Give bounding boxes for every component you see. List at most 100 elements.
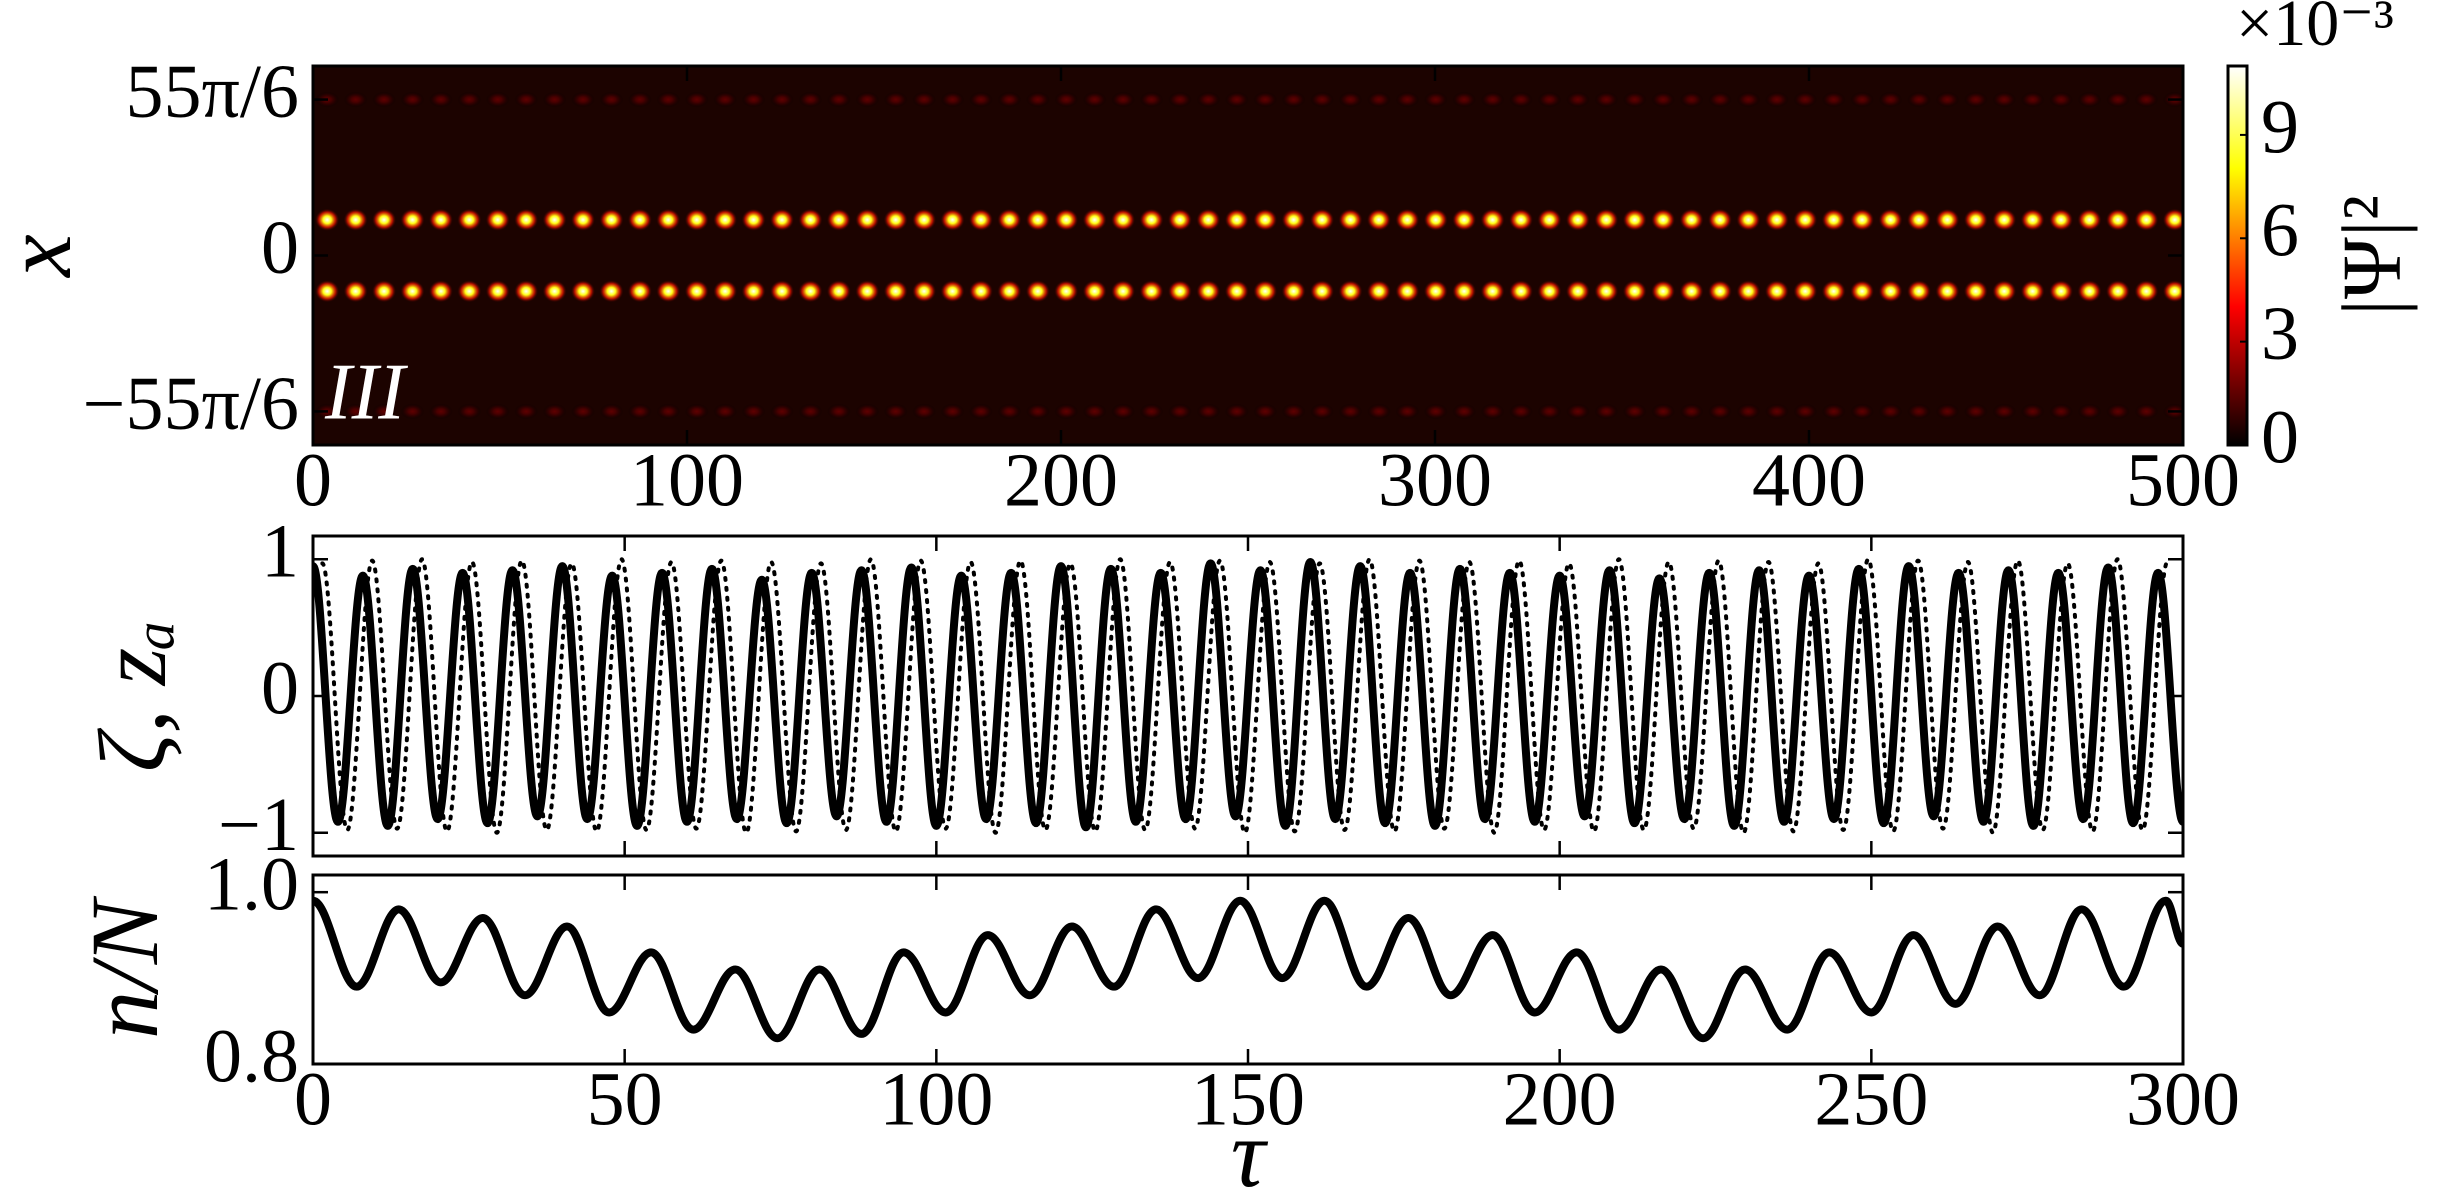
intensity-blob (798, 91, 823, 108)
intensity-blob (1679, 403, 1704, 420)
intensity-blob (741, 91, 766, 108)
intensity-blob (1082, 208, 1107, 231)
intensity-blob (1111, 208, 1136, 231)
intensity-blob (713, 91, 738, 108)
intensity-blob (599, 208, 624, 231)
y-tick-label: 1 (261, 510, 299, 594)
intensity-blob (542, 403, 567, 420)
intensity-blob (1963, 91, 1988, 108)
intensity-blob (485, 208, 510, 231)
intensity-blob (1878, 91, 1903, 108)
intensity-blob (798, 403, 823, 420)
axes-frame (311, 64, 2185, 447)
intensity-blob (599, 403, 624, 420)
intensity-blob (1906, 280, 1931, 303)
y-tick-label: −55π/6 (83, 362, 299, 446)
intensity-blob (1366, 403, 1391, 420)
intensity-blob (514, 208, 539, 231)
intensity-blob (1622, 91, 1647, 108)
x-tick-label: 50 (587, 1057, 663, 1141)
intensity-blob (542, 280, 567, 303)
intensity-blob (457, 91, 482, 108)
intensity-blob (1224, 280, 1249, 303)
intensity-blob (684, 403, 709, 420)
colorbar-label: |Ψ|² (2325, 195, 2418, 316)
y-tick-label: 0 (261, 206, 299, 290)
intensity-blob (1480, 280, 1505, 303)
intensity-blob (1537, 403, 1562, 420)
intensity-blob (315, 280, 340, 303)
intensity-blob (1025, 91, 1050, 108)
intensity-blob (1935, 208, 1960, 231)
intensity-blob (883, 208, 908, 231)
intensity-blob (400, 208, 425, 231)
intensity-blob (428, 403, 453, 420)
intensity-blob (1850, 91, 1875, 108)
intensity-blob (1707, 208, 1732, 231)
intensity-blob (571, 280, 596, 303)
intensity-blob (1906, 403, 1931, 420)
intensity-blob (2020, 208, 2045, 231)
intensity-blob (627, 280, 652, 303)
intensity-blob (1253, 208, 1278, 231)
intensity-blob (1764, 91, 1789, 108)
intensity-blob (1736, 403, 1761, 420)
intensity-blob (343, 208, 368, 231)
x-tick-label: 500 (2126, 438, 2240, 522)
intensity-blob (1992, 91, 2017, 108)
intensity-blob (627, 91, 652, 108)
intensity-blob (684, 208, 709, 231)
intensity-blob (428, 280, 453, 303)
intensity-blob (1423, 403, 1448, 420)
intensity-blob (1736, 91, 1761, 108)
intensity-blob (1338, 208, 1363, 231)
intensity-blob (1537, 208, 1562, 231)
intensity-blob (1850, 208, 1875, 231)
intensity-blob (713, 208, 738, 231)
intensity-blob (2077, 208, 2102, 231)
x-tick-label: 0 (294, 1057, 332, 1141)
intensity-blob (315, 208, 340, 231)
y-axis-label: x (0, 234, 91, 279)
intensity-blob (826, 91, 851, 108)
axes-frame (311, 873, 2185, 1066)
intensity-blob (1167, 91, 1192, 108)
intensity-blob (2020, 403, 2045, 420)
intensity-blob (1821, 280, 1846, 303)
intensity-blob (1310, 280, 1335, 303)
intensity-blob (1338, 403, 1363, 420)
intensity-blob (428, 91, 453, 108)
solid-line (313, 896, 2183, 1043)
intensity-blob (599, 91, 624, 108)
heatmap (315, 91, 2183, 420)
intensity-blob (1167, 403, 1192, 420)
intensity-blob (1480, 403, 1505, 420)
intensity-blob (2049, 280, 2074, 303)
intensity-blob (2162, 208, 2183, 231)
intensity-blob (826, 280, 851, 303)
intensity-blob (656, 208, 681, 231)
intensity-blob (1707, 91, 1732, 108)
intensity-blob (883, 280, 908, 303)
intensity-blob (1054, 208, 1079, 231)
intensity-blob (2049, 208, 2074, 231)
intensity-blob (1594, 208, 1619, 231)
intensity-blob (940, 91, 965, 108)
intensity-blob (1366, 280, 1391, 303)
intensity-blob (2105, 403, 2130, 420)
intensity-blob (713, 403, 738, 420)
x-tick-label: 300 (2126, 1057, 2240, 1141)
intensity-blob (485, 91, 510, 108)
intensity-blob (1622, 280, 1647, 303)
intensity-blob (457, 403, 482, 420)
intensity-blob (1963, 403, 1988, 420)
intensity-blob (1111, 91, 1136, 108)
intensity-blob (1196, 208, 1221, 231)
heatmap-background (313, 66, 2183, 445)
intensity-blob (1821, 403, 1846, 420)
intensity-blob (1423, 91, 1448, 108)
intensity-blob (1509, 280, 1534, 303)
intensity-blob (1281, 208, 1306, 231)
intensity-blob (457, 208, 482, 231)
